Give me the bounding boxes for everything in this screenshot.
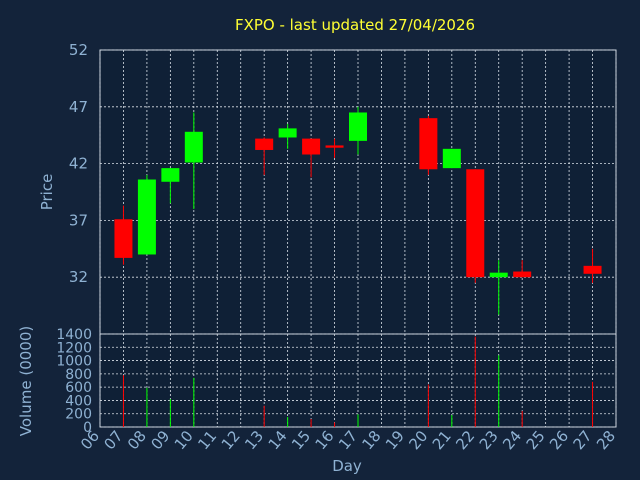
x-tick-label: 13 (241, 427, 267, 453)
candle (419, 115, 438, 175)
candle-body (114, 219, 133, 258)
price-axis-label: Price (38, 174, 56, 211)
x-tick-label: 06 (77, 427, 103, 453)
price-tick-label: 37 (69, 211, 88, 229)
x-tick-label: 12 (218, 427, 244, 453)
x-tick-label: 11 (194, 427, 220, 453)
volume-axis-label: Volume (0000) (17, 326, 35, 436)
x-tick-label: 23 (476, 427, 502, 453)
candle-body (278, 128, 297, 138)
candle (302, 138, 321, 178)
x-tick-label: 16 (312, 427, 338, 453)
x-tick-label: 07 (100, 427, 126, 453)
x-tick-label: 28 (593, 427, 619, 453)
candle (137, 174, 156, 255)
candle (325, 138, 344, 158)
candle-body (513, 271, 532, 278)
volume-tick-label: 800 (65, 367, 92, 383)
x-tick-label: 10 (171, 427, 197, 453)
candle (442, 148, 461, 169)
x-tick-label: 15 (288, 427, 314, 453)
x-tick-label: 26 (546, 427, 572, 453)
candle (114, 205, 133, 265)
volume-tick-label: 600 (65, 380, 92, 396)
x-tick-label: 21 (429, 427, 455, 453)
volume-bars (122, 336, 594, 427)
candle (583, 248, 602, 283)
volume-tick-label: 200 (65, 407, 92, 423)
x-tick-label: 18 (358, 427, 384, 453)
x-tick-label: 22 (452, 427, 478, 453)
volume-tick-label: 1000 (56, 354, 92, 370)
price-tick-label: 47 (69, 98, 88, 116)
volume-tick-label: 1200 (56, 340, 92, 356)
price-grid (99, 49, 617, 334)
candle-body (255, 138, 274, 150)
candle-body (161, 168, 180, 182)
x-tick-label: 25 (523, 427, 549, 453)
candle-body (489, 272, 508, 278)
x-tick-labels: 0607080910111213141516171819202122232425… (77, 427, 619, 453)
candle-body (184, 131, 203, 163)
candle (489, 260, 508, 315)
candle-body (349, 112, 367, 141)
x-axis-label: Day (332, 457, 362, 475)
price-tick-label: 32 (69, 268, 88, 286)
price-tick-labels: 32 37 42 47 52 (69, 41, 88, 286)
candle-body (419, 118, 438, 170)
candle-body (302, 138, 321, 155)
x-tick-label: 27 (570, 427, 596, 453)
x-tick-label: 14 (265, 427, 291, 453)
candle (255, 137, 274, 175)
chart-title: FXPO - last updated 27/04/2026 (235, 16, 475, 34)
price-panel: 32 37 42 47 52 Price (38, 41, 617, 335)
candle (466, 169, 485, 283)
volume-tick-label: 0 (83, 420, 92, 436)
candle (513, 260, 532, 278)
candle (278, 123, 297, 149)
price-tick-label: 42 (69, 155, 88, 173)
candle (349, 106, 367, 155)
price-tick-label: 52 (69, 41, 88, 59)
x-tick-label: 19 (382, 427, 408, 453)
x-tick-label: 17 (335, 427, 361, 453)
candles (114, 106, 602, 315)
candle-body (137, 179, 156, 255)
x-tick-label: 24 (499, 427, 525, 453)
x-tick-label: 08 (124, 427, 150, 453)
volume-tick-label: 400 (65, 393, 92, 409)
volume-tick-label: 1400 (56, 327, 92, 343)
x-tick-label: 20 (405, 427, 431, 453)
candle-body (466, 169, 485, 278)
candle-body (325, 145, 344, 148)
candle-body (583, 265, 602, 274)
candle (184, 112, 203, 210)
candle (161, 168, 180, 204)
x-tick-label: 09 (147, 427, 173, 453)
candle-body (442, 148, 461, 169)
